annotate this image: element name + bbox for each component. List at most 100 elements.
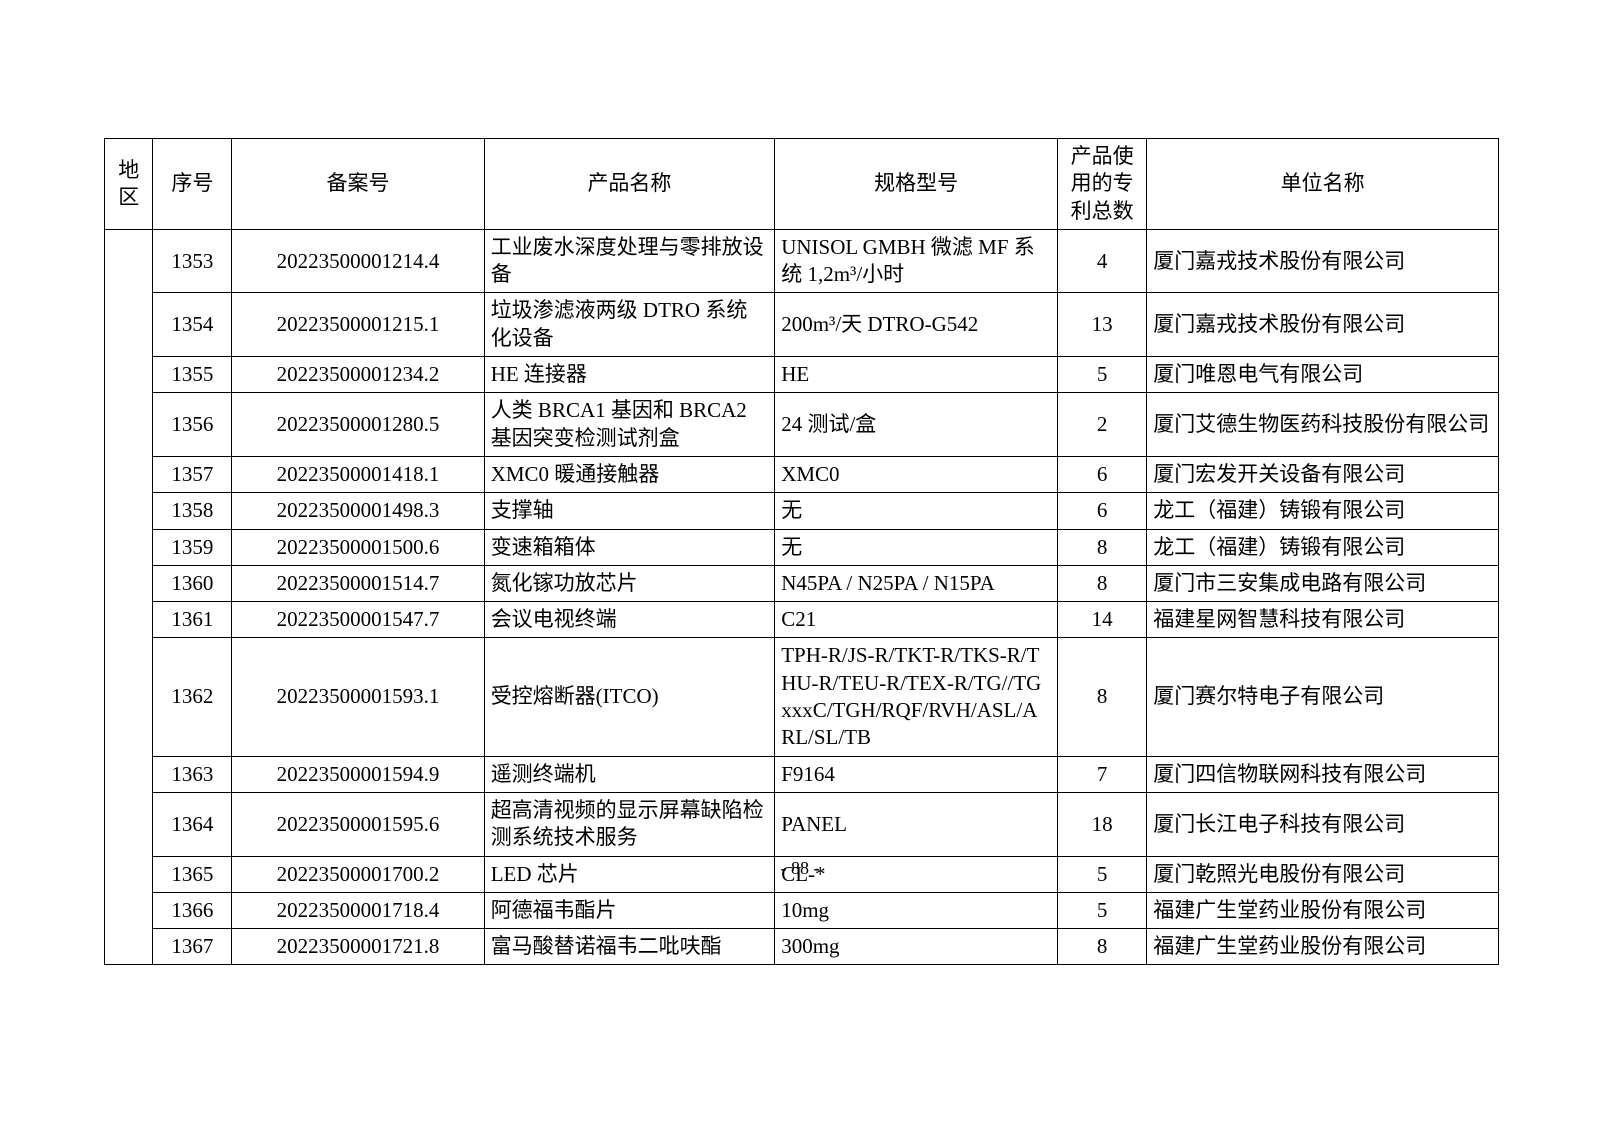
cell-patent-count: 8	[1058, 565, 1147, 601]
table-row: 136720223500001721.8富马酸替诺福韦二吡呋酯300mg8福建广…	[105, 929, 1499, 965]
table-row: 135320223500001214.4工业废水深度处理与零排放设备UNISOL…	[105, 229, 1499, 293]
cell-spec: TPH-R/JS-R/TKT-R/TKS-R/THU-R/TEU-R/TEX-R…	[775, 638, 1058, 756]
cell-record-no: 20223500001215.1	[232, 293, 484, 357]
cell-patent-count: 2	[1058, 393, 1147, 457]
table-row: 136020223500001514.7氮化镓功放芯片N45PA / N25PA…	[105, 565, 1499, 601]
cell-seq: 1355	[153, 357, 232, 393]
cell-product-name: 受控熔断器(ITCO)	[484, 638, 775, 756]
cell-unit-name: 厦门唯恩电气有限公司	[1147, 357, 1499, 393]
cell-unit-name: 厦门宏发开关设备有限公司	[1147, 456, 1499, 492]
table-row: 136420223500001595.6超高清视频的显示屏幕缺陷检测系统技术服务…	[105, 792, 1499, 856]
cell-product-name: 工业废水深度处理与零排放设备	[484, 229, 775, 293]
cell-seq: 1367	[153, 929, 232, 965]
cell-seq: 1354	[153, 293, 232, 357]
cell-patent-count: 13	[1058, 293, 1147, 357]
cell-product-name: 支撑轴	[484, 493, 775, 529]
cell-product-name: 遥测终端机	[484, 756, 775, 792]
cell-record-no: 20223500001595.6	[232, 792, 484, 856]
cell-patent-count: 7	[1058, 756, 1147, 792]
cell-spec: 200m³/天 DTRO-G542	[775, 293, 1058, 357]
page-number: - 88 -	[0, 858, 1600, 879]
cell-unit-name: 龙工（福建）铸锻有限公司	[1147, 493, 1499, 529]
cell-product-name: 垃圾渗滤液两级 DTRO 系统化设备	[484, 293, 775, 357]
cell-patent-count: 18	[1058, 792, 1147, 856]
col-header-region: 地区	[105, 139, 153, 230]
cell-seq: 1360	[153, 565, 232, 601]
cell-unit-name: 厦门市三安集成电路有限公司	[1147, 565, 1499, 601]
cell-unit-name: 福建广生堂药业股份有限公司	[1147, 892, 1499, 928]
cell-patent-count: 6	[1058, 493, 1147, 529]
cell-product-name: 人类 BRCA1 基因和 BRCA2 基因突变检测试剂盒	[484, 393, 775, 457]
cell-seq: 1358	[153, 493, 232, 529]
cell-spec: 24 测试/盒	[775, 393, 1058, 457]
cell-product-name: 变速箱箱体	[484, 529, 775, 565]
cell-patent-count: 8	[1058, 529, 1147, 565]
cell-spec: 10mg	[775, 892, 1058, 928]
cell-record-no: 20223500001500.6	[232, 529, 484, 565]
cell-patent-count: 14	[1058, 602, 1147, 638]
table-row: 135820223500001498.3支撑轴无6龙工（福建）铸锻有限公司	[105, 493, 1499, 529]
cell-unit-name: 龙工（福建）铸锻有限公司	[1147, 529, 1499, 565]
cell-patent-count: 8	[1058, 638, 1147, 756]
table-row: 135720223500001418.1XMC0 暖通接触器XMC06厦门宏发开…	[105, 456, 1499, 492]
cell-seq: 1362	[153, 638, 232, 756]
cell-seq: 1364	[153, 792, 232, 856]
cell-record-no: 20223500001418.1	[232, 456, 484, 492]
cell-spec: UNISOL GMBH 微滤 MF 系统 1,2m³/小时	[775, 229, 1058, 293]
cell-record-no: 20223500001214.4	[232, 229, 484, 293]
cell-spec: N45PA / N25PA / N15PA	[775, 565, 1058, 601]
cell-unit-name: 厦门四信物联网科技有限公司	[1147, 756, 1499, 792]
table-row: 135420223500001215.1垃圾渗滤液两级 DTRO 系统化设备20…	[105, 293, 1499, 357]
cell-spec: HE	[775, 357, 1058, 393]
document-page: 地区 序号 备案号 产品名称 规格型号 产品使用的专利总数 单位名称 13532…	[0, 0, 1600, 1131]
cell-unit-name: 厦门赛尔特电子有限公司	[1147, 638, 1499, 756]
cell-product-name: 超高清视频的显示屏幕缺陷检测系统技术服务	[484, 792, 775, 856]
cell-seq: 1357	[153, 456, 232, 492]
cell-seq: 1353	[153, 229, 232, 293]
cell-spec: F9164	[775, 756, 1058, 792]
cell-record-no: 20223500001547.7	[232, 602, 484, 638]
col-header-unit-name: 单位名称	[1147, 139, 1499, 230]
col-header-patent-count: 产品使用的专利总数	[1058, 139, 1147, 230]
col-header-record-no: 备案号	[232, 139, 484, 230]
cell-patent-count: 6	[1058, 456, 1147, 492]
cell-spec: PANEL	[775, 792, 1058, 856]
cell-unit-name: 厦门嘉戎技术股份有限公司	[1147, 293, 1499, 357]
cell-record-no: 20223500001593.1	[232, 638, 484, 756]
cell-spec: XMC0	[775, 456, 1058, 492]
cell-record-no: 20223500001594.9	[232, 756, 484, 792]
cell-product-name: 阿德福韦酯片	[484, 892, 775, 928]
table-row: 136120223500001547.7会议电视终端C2114福建星网智慧科技有…	[105, 602, 1499, 638]
cell-patent-count: 8	[1058, 929, 1147, 965]
cell-seq: 1361	[153, 602, 232, 638]
cell-unit-name: 厦门艾德生物医药科技股份有限公司	[1147, 393, 1499, 457]
cell-unit-name: 福建星网智慧科技有限公司	[1147, 602, 1499, 638]
cell-spec: 300mg	[775, 929, 1058, 965]
cell-product-name: 富马酸替诺福韦二吡呋酯	[484, 929, 775, 965]
cell-region	[105, 229, 153, 965]
col-header-product-name: 产品名称	[484, 139, 775, 230]
table-row: 135520223500001234.2HE 连接器HE5厦门唯恩电气有限公司	[105, 357, 1499, 393]
table-row: 136220223500001593.1受控熔断器(ITCO)TPH-R/JS-…	[105, 638, 1499, 756]
cell-seq: 1363	[153, 756, 232, 792]
cell-product-name: 会议电视终端	[484, 602, 775, 638]
cell-unit-name: 福建广生堂药业股份有限公司	[1147, 929, 1499, 965]
cell-spec: C21	[775, 602, 1058, 638]
cell-record-no: 20223500001514.7	[232, 565, 484, 601]
table-row: 135920223500001500.6变速箱箱体无8龙工（福建）铸锻有限公司	[105, 529, 1499, 565]
cell-patent-count: 5	[1058, 892, 1147, 928]
cell-product-name: 氮化镓功放芯片	[484, 565, 775, 601]
cell-patent-count: 5	[1058, 357, 1147, 393]
cell-product-name: HE 连接器	[484, 357, 775, 393]
cell-spec: 无	[775, 493, 1058, 529]
cell-record-no: 20223500001498.3	[232, 493, 484, 529]
cell-seq: 1356	[153, 393, 232, 457]
table-header-row: 地区 序号 备案号 产品名称 规格型号 产品使用的专利总数 单位名称	[105, 139, 1499, 230]
cell-record-no: 20223500001718.4	[232, 892, 484, 928]
table-body: 135320223500001214.4工业废水深度处理与零排放设备UNISOL…	[105, 229, 1499, 965]
cell-product-name: XMC0 暖通接触器	[484, 456, 775, 492]
cell-record-no: 20223500001721.8	[232, 929, 484, 965]
table-row: 136620223500001718.4阿德福韦酯片10mg5福建广生堂药业股份…	[105, 892, 1499, 928]
data-table: 地区 序号 备案号 产品名称 规格型号 产品使用的专利总数 单位名称 13532…	[104, 138, 1499, 965]
cell-record-no: 20223500001234.2	[232, 357, 484, 393]
